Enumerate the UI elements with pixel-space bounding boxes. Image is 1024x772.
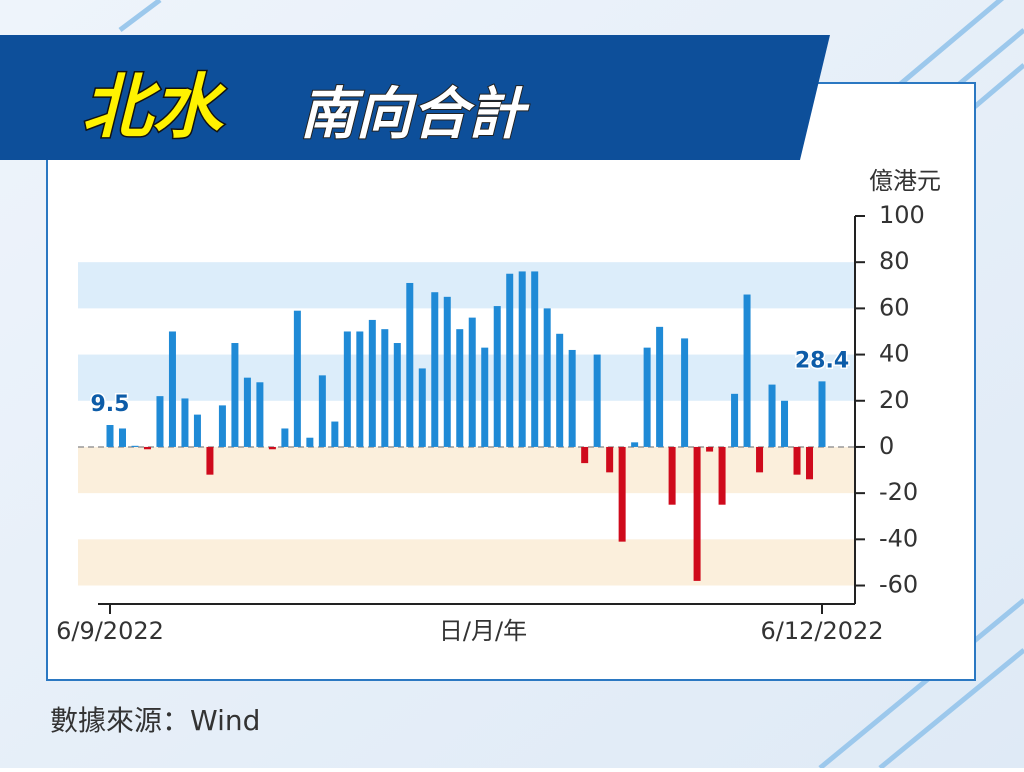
bar xyxy=(356,331,364,447)
bar xyxy=(431,292,439,447)
y-tick-label: 100 xyxy=(879,201,925,229)
title-banner xyxy=(0,35,830,160)
bar xyxy=(131,445,139,447)
bar xyxy=(106,425,114,447)
band xyxy=(78,446,855,494)
source: 數據來源：Wind xyxy=(50,704,260,737)
bar xyxy=(706,446,714,452)
bar xyxy=(631,442,639,447)
bar xyxy=(731,393,739,447)
y-tick-label: 0 xyxy=(879,432,894,460)
bar xyxy=(568,349,576,447)
y-tick-label: -60 xyxy=(879,571,918,599)
bar xyxy=(193,414,201,447)
bar xyxy=(743,294,751,447)
bar xyxy=(281,428,289,447)
bar xyxy=(368,319,376,447)
bar xyxy=(343,331,351,447)
bar xyxy=(468,317,476,447)
bar xyxy=(243,377,251,447)
bar xyxy=(293,310,301,447)
bar xyxy=(168,331,176,447)
band xyxy=(78,262,855,309)
bar xyxy=(218,405,226,447)
bar xyxy=(668,446,676,505)
bar xyxy=(143,446,151,450)
bar xyxy=(581,446,589,464)
chart-subtitle: 南向合計 xyxy=(300,82,530,147)
band xyxy=(78,354,855,401)
bar xyxy=(306,437,314,447)
y-tick-label: 60 xyxy=(879,293,910,321)
bar xyxy=(693,446,701,581)
chart-title: 北水 xyxy=(82,66,227,148)
bar xyxy=(543,308,551,447)
bar xyxy=(781,400,789,447)
bar xyxy=(531,271,539,447)
bar xyxy=(406,282,414,447)
bar xyxy=(643,347,651,447)
bar xyxy=(418,368,426,447)
y-tick-label: -20 xyxy=(879,478,918,506)
x-tick-label: 6/12/2022 xyxy=(760,617,883,645)
bar xyxy=(206,446,214,475)
bar xyxy=(443,296,451,447)
bar xyxy=(756,446,764,473)
plot: 100 80 60 40 20 0 -20 -40 -60 6/9/2022 9.5 6/12/202… xyxy=(56,201,925,645)
bar xyxy=(256,382,264,447)
bar xyxy=(481,347,489,447)
bar xyxy=(118,428,126,447)
bar xyxy=(456,329,464,447)
bar xyxy=(718,446,726,505)
x-axis-label: 日/月/年 xyxy=(439,617,527,645)
bar xyxy=(556,333,564,447)
bar xyxy=(793,446,801,475)
bar xyxy=(318,375,326,447)
bar xyxy=(331,421,339,447)
bar xyxy=(593,354,601,447)
bar xyxy=(156,396,164,447)
bar xyxy=(493,306,501,447)
bar xyxy=(231,343,239,447)
y-tick-label: 20 xyxy=(879,386,910,414)
bar xyxy=(681,338,689,447)
data-label: 28.4 xyxy=(795,348,849,373)
bar xyxy=(656,326,664,447)
data-label: 9.5 xyxy=(91,392,130,417)
y-tick-label: -40 xyxy=(879,524,918,552)
y-tick-label: 40 xyxy=(879,340,910,368)
bar xyxy=(181,398,189,447)
bar xyxy=(393,343,401,447)
band xyxy=(78,539,855,586)
bar xyxy=(518,271,526,447)
bar xyxy=(768,384,776,447)
bar xyxy=(606,446,614,473)
y-tick-label: 80 xyxy=(879,247,910,275)
bar xyxy=(618,446,626,542)
bar xyxy=(818,381,826,447)
bar xyxy=(806,446,814,480)
bar xyxy=(506,273,514,447)
y-axis-label: 億港元 xyxy=(869,167,941,195)
x-tick-label: 6/9/2022 xyxy=(56,617,164,645)
bar xyxy=(381,329,389,447)
bar xyxy=(268,446,276,450)
